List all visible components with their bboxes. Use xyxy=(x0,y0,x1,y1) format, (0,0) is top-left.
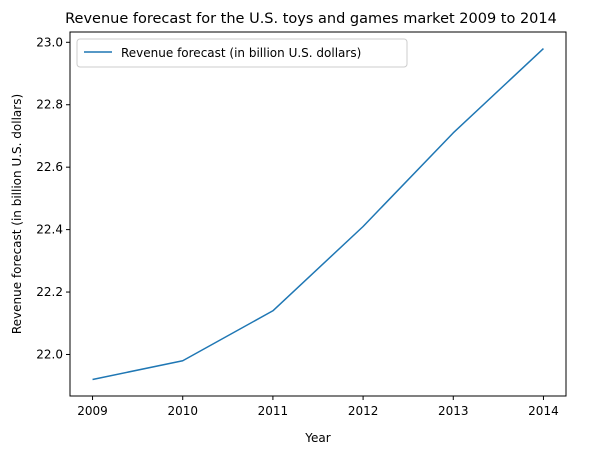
series-layer xyxy=(92,47,544,381)
x-tick-label: 2012 xyxy=(348,404,379,418)
y-tick-label: 22.6 xyxy=(36,160,63,174)
y-tick-label: 22.2 xyxy=(36,285,63,299)
y-tick-label: 23.0 xyxy=(36,35,63,49)
x-tick-label: 2013 xyxy=(438,404,469,418)
x-tick-label: 2009 xyxy=(77,404,108,418)
x-axis-label: Year xyxy=(304,431,330,445)
x-axis: 2009 2010 2011 2012 2013 2014 xyxy=(77,396,559,418)
x-tick-label: 2010 xyxy=(167,404,198,418)
y-tick-label: 22.0 xyxy=(36,347,63,361)
legend-label: Revenue forecast (in billion U.S. dollar… xyxy=(121,46,361,60)
series-line xyxy=(92,47,544,381)
chart-title: Revenue forecast for the U.S. toys and g… xyxy=(65,11,557,27)
legend-box xyxy=(76,38,408,68)
y-tick-label: 22.4 xyxy=(36,223,63,237)
y-axis-label: Revenue forecast (in billion U.S. dollar… xyxy=(10,94,24,334)
plot-area xyxy=(69,31,567,397)
y-tick-label: 22.8 xyxy=(36,98,63,112)
y-axis: 22.0 22.2 22.4 22.6 22.8 23.0 xyxy=(36,35,70,361)
x-tick-label: 2011 xyxy=(258,404,289,418)
legend: Revenue forecast (in billion U.S. dollar… xyxy=(76,38,408,68)
x-tick-label: 2014 xyxy=(528,404,559,418)
